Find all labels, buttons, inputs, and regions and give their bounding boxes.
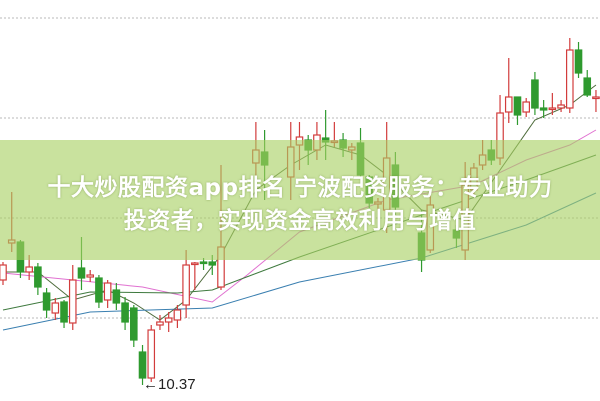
candle-body: [548, 107, 557, 111]
candle-body: [191, 262, 199, 266]
candle: [574, 42, 583, 78]
candle-body: [156, 321, 164, 326]
candle: [138, 345, 147, 385]
candle-body: [25, 266, 33, 273]
candle: [182, 250, 190, 318]
candle-body: [0, 264, 7, 281]
candle-body: [121, 302, 129, 323]
candle-body: [138, 351, 147, 379]
candle: [164, 312, 173, 332]
candle: [60, 300, 68, 328]
candle: [112, 283, 121, 310]
candle-body: [173, 309, 182, 321]
candle: [95, 275, 103, 308]
candle-body: [531, 79, 539, 109]
candle-body: [522, 101, 531, 113]
candle: [130, 305, 138, 347]
candle-body: [147, 329, 156, 379]
title-line-1: 十大炒股配资app排名 宁波配资服务：专业助力: [47, 175, 553, 201]
candle: [156, 315, 164, 330]
candle: [539, 100, 548, 118]
candle: [68, 265, 77, 330]
candle: [0, 262, 7, 285]
candle-body: [539, 107, 548, 111]
candle-body: [583, 77, 592, 96]
candle: [51, 298, 60, 320]
candle-body: [60, 301, 68, 323]
candle: [42, 288, 51, 318]
candle: [592, 90, 600, 112]
candle: [522, 98, 531, 117]
candle-body: [103, 282, 112, 301]
candle-body: [51, 302, 60, 314]
candle-body: [513, 96, 522, 116]
candle: [583, 70, 592, 97]
candle: [513, 96, 522, 125]
candle-body: [182, 264, 190, 306]
candle-body: [164, 317, 173, 323]
candle-body: [77, 267, 86, 279]
candle: [531, 72, 539, 115]
candle-body: [592, 96, 600, 100]
candle-body: [112, 289, 121, 304]
candle-body: [130, 307, 138, 341]
candle: [34, 263, 42, 295]
candle-body: [557, 104, 565, 109]
candle-body: [199, 261, 208, 265]
candle: [565, 38, 574, 113]
low-price-label: ←10.37: [143, 376, 196, 393]
candle-body: [68, 279, 77, 324]
candle: [548, 93, 557, 115]
candle: [191, 262, 199, 290]
candle-body: [95, 277, 103, 303]
title-line-2: 投资者，实现资金高效利用与增值: [123, 208, 477, 234]
candle: [199, 258, 208, 270]
candle-body: [86, 274, 95, 278]
candle: [504, 58, 513, 123]
candle: [173, 305, 182, 328]
candle-body: [34, 266, 42, 288]
candle-body: [208, 261, 217, 266]
title-band: [0, 140, 600, 260]
candle: [121, 297, 129, 330]
candle: [557, 100, 565, 112]
candle-body: [42, 292, 51, 311]
candle: [147, 325, 156, 382]
candle: [86, 270, 95, 282]
candle: [103, 280, 112, 308]
candle-body: [565, 49, 574, 109]
candle-body: [504, 96, 513, 113]
candle-body: [574, 49, 583, 74]
